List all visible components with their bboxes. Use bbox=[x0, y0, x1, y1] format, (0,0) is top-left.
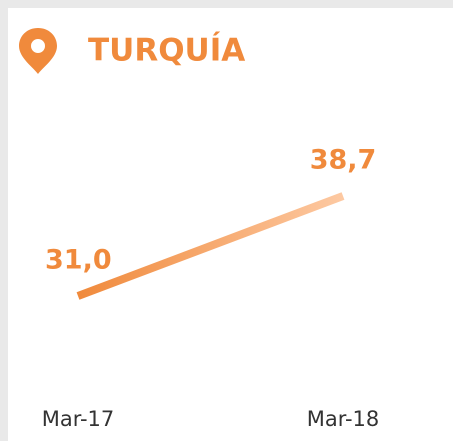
chart-title: TURQUÍA bbox=[88, 33, 245, 69]
value-label: 38,7 bbox=[310, 145, 377, 176]
line bbox=[76, 192, 345, 300]
x-tick-label: Mar-18 bbox=[307, 407, 380, 431]
x-tick-label: Mar-17 bbox=[42, 407, 115, 431]
value-label: 31,0 bbox=[45, 245, 112, 276]
pin-icon bbox=[19, 28, 57, 74]
card bbox=[8, 8, 453, 441]
